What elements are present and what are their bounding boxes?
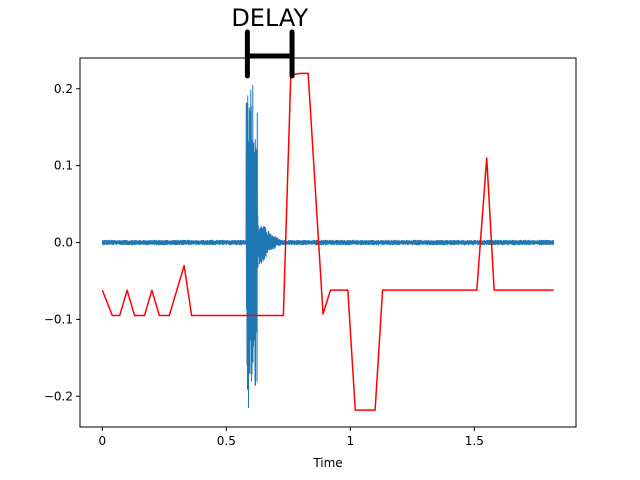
delay-annotation: DELAY [231, 4, 308, 79]
x-tick-label: 1 [346, 434, 354, 448]
y-tick-label: −0.2 [44, 389, 73, 403]
red-line-series [101, 72, 554, 411]
x-tick-label: 1.5 [465, 434, 484, 448]
y-tick-label: 0.2 [54, 82, 73, 96]
plot-area [101, 72, 555, 411]
axis-ticks: 0 0.5 1 1.5 −0.2 −0.1 0.0 0.1 0.2 [44, 82, 484, 448]
x-axis-title: Time [312, 456, 342, 470]
y-tick-label: 0.1 [54, 159, 73, 173]
waveform-series [101, 84, 555, 409]
y-tick-label: 0.0 [54, 236, 73, 250]
x-tick-label: 0.5 [217, 434, 236, 448]
y-tick-label: −0.1 [44, 312, 73, 326]
x-tick-label: 0 [98, 434, 106, 448]
delay-label: DELAY [231, 4, 308, 32]
